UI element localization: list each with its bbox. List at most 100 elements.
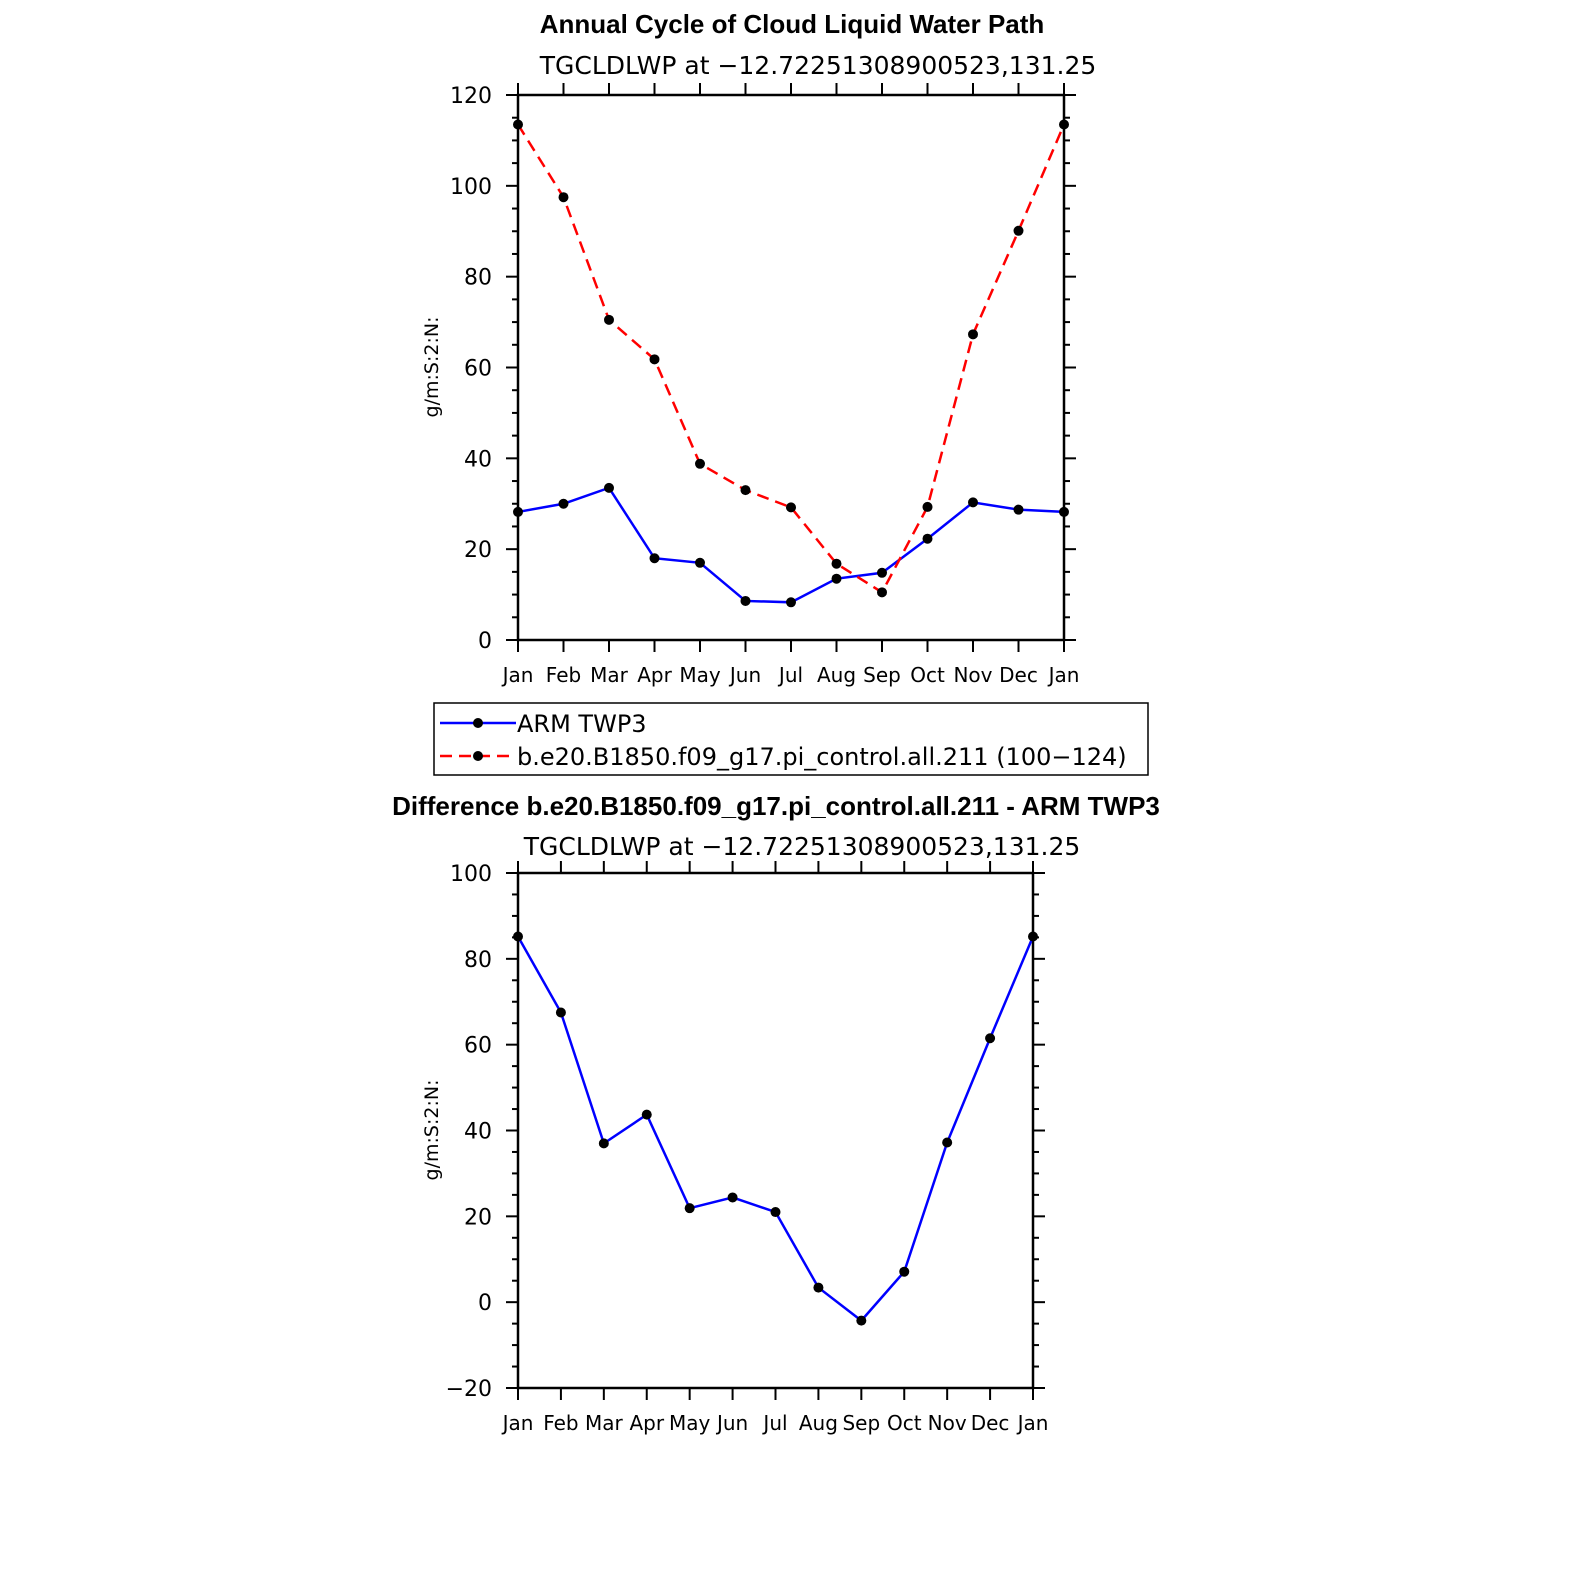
chart1-series-0-point <box>513 506 523 517</box>
chart1-series-0-point <box>695 557 705 568</box>
legend-marker-model <box>473 751 483 761</box>
chart2-series-0-point <box>856 1315 867 1326</box>
chart2-xtick-label: Aug <box>799 1411 838 1435</box>
chart-difference: Difference b.e20.B1850.f09_g17.pi_contro… <box>392 791 1160 1435</box>
chart2-xtick-label: Sep <box>842 1411 880 1435</box>
chart2-xtick-label: Apr <box>629 1411 664 1435</box>
chart1-series-0-point <box>877 567 887 578</box>
chart1-plot-frame <box>516 93 1066 642</box>
chart1-xtick-label: Dec <box>999 663 1038 687</box>
chart2-ytick-label: 40 <box>464 1120 492 1145</box>
chart1-xtick-label: Mar <box>590 663 629 687</box>
chart2-xtick-label: Feb <box>543 1411 578 1435</box>
chart2-ytick-label: 0 <box>478 1291 492 1316</box>
chart1-series-1-point <box>558 192 569 203</box>
chart1-ytick-label: 60 <box>464 357 492 382</box>
chart1-ytick-label: 0 <box>478 629 492 654</box>
chart1-series-0-point <box>786 597 796 608</box>
chart2-series-0-point <box>555 1007 566 1018</box>
chart2-ytick-label: 20 <box>464 1205 492 1230</box>
chart1-series-0-point <box>558 498 569 509</box>
chart1-series-0-point <box>831 573 842 584</box>
chart2-series-0-point <box>942 1137 953 1148</box>
chart2-ytick-label: 60 <box>464 1034 492 1059</box>
chart2-series-0-point <box>985 1033 996 1044</box>
chart1-series-1-point <box>649 354 660 365</box>
chart1-xtick-label: Jan <box>501 663 534 687</box>
chart1-xtick-label: Jan <box>1047 663 1080 687</box>
chart1-legend: ARM TWP3 b.e20.B1850.f09_g17.pi_control.… <box>433 702 1149 776</box>
chart1-series-0-point <box>968 497 978 508</box>
chart1-series-1-point <box>786 502 796 513</box>
chart1-series-1-point <box>968 329 978 340</box>
chart1-series-line-1 <box>516 123 1066 595</box>
chart1-xtick-label: May <box>679 663 721 687</box>
chart2-ytick-label: 100 <box>450 862 492 887</box>
chart1-series-0-point <box>1013 504 1024 515</box>
chart2-series-0-point <box>513 931 523 942</box>
chart2-series-0-point <box>770 1207 781 1218</box>
legend-label-model: b.e20.B1850.f09_g17.pi_control.all.211 (… <box>517 743 1127 771</box>
chart1-xtick-label: Sep <box>863 663 901 687</box>
chart1-ytick-label: 20 <box>464 538 492 563</box>
chart1-series-1-point <box>740 485 751 496</box>
chart2-xtick-label: Dec <box>971 1411 1010 1435</box>
chart2-subtitle: TGCLDLWP at −12.72251308900523,131.25 <box>523 832 1081 861</box>
chart2-ytick-label: 80 <box>464 948 492 973</box>
chart2-series-0-point <box>598 1138 609 1149</box>
chart-annual-cycle: Annual Cycle of Cloud Liquid Water Path … <box>421 9 1149 776</box>
chart1-title: Annual Cycle of Cloud Liquid Water Path <box>540 9 1045 39</box>
chart2-axes: Jan Feb Mar Apr May Jun Jul Aug Sep Oct Nov Dec Jan−… <box>446 861 1048 1435</box>
chart1-xtick-label: Jun <box>728 663 761 687</box>
legend-marker-arm <box>473 718 483 728</box>
chart2-series-0-point <box>899 1266 910 1277</box>
chart1-series-0-point <box>740 595 751 606</box>
chart2-series <box>513 931 1038 1326</box>
chart1-xtick-label: Jul <box>777 663 803 687</box>
chart1-series-1-point <box>604 314 614 325</box>
chart1-series-1-point <box>922 501 933 512</box>
chart2-series-0-point <box>684 1203 695 1214</box>
chart1-xtick-label: Aug <box>817 663 856 687</box>
chart2-title: Difference b.e20.B1850.f09_g17.pi_contro… <box>392 791 1160 821</box>
chart2-xtick-label: May <box>669 1411 711 1435</box>
chart2-ytick-label: −20 <box>446 1377 492 1402</box>
chart2-ylabel: g/m:S:2:N: <box>421 1080 443 1181</box>
chart1-series-1-point <box>1059 119 1069 130</box>
chart2-xtick-label: Oct <box>887 1411 922 1435</box>
chart2-series-0-point <box>1028 931 1038 942</box>
chart2-xtick-label: Mar <box>585 1411 624 1435</box>
chart1-xtick-label: Oct <box>910 663 945 687</box>
chart1-series-0-point <box>1059 506 1069 517</box>
chart2-series-0-point <box>727 1192 738 1203</box>
chart1-series <box>513 119 1069 608</box>
chart2-xtick-label: Jul <box>761 1411 787 1435</box>
legend-label-arm: ARM TWP3 <box>517 710 647 738</box>
chart2-xtick-label: Jan <box>501 1411 534 1435</box>
legend-box <box>433 702 1149 776</box>
chart1-xtick-label: Feb <box>546 663 581 687</box>
chart1-series-1-point <box>1013 225 1024 236</box>
chart2-xtick-label: Jun <box>715 1411 748 1435</box>
chart1-series-1-point <box>877 587 887 598</box>
chart1-xtick-label: Nov <box>953 663 992 687</box>
chart1-xtick-label: Apr <box>637 663 672 687</box>
chart1-ytick-label: 40 <box>464 447 492 472</box>
chart2-series-0-point <box>641 1109 652 1120</box>
chart1-series-0-point <box>649 553 660 564</box>
chart1-series-1-point <box>831 558 842 569</box>
chart1-subtitle: TGCLDLWP at −12.72251308900523,131.25 <box>539 51 1097 80</box>
chart1-ytick-label: 120 <box>450 84 492 109</box>
chart1-ylabel: g/m:S:2:N: <box>421 317 443 418</box>
chart2-series-line-0 <box>516 935 1035 1323</box>
chart2-xtick-label: Nov <box>928 1411 967 1435</box>
chart1-series-0-point <box>922 533 933 544</box>
chart1-ytick-label: 100 <box>450 175 492 200</box>
chart2-plot-frame <box>516 871 1035 1390</box>
chart1-ytick-label: 80 <box>464 266 492 291</box>
chart1-series-1-point <box>695 458 705 469</box>
chart2-series-0-point <box>813 1282 824 1293</box>
chart1-series-1-point <box>513 119 523 130</box>
chart1-series-0-point <box>604 482 614 493</box>
